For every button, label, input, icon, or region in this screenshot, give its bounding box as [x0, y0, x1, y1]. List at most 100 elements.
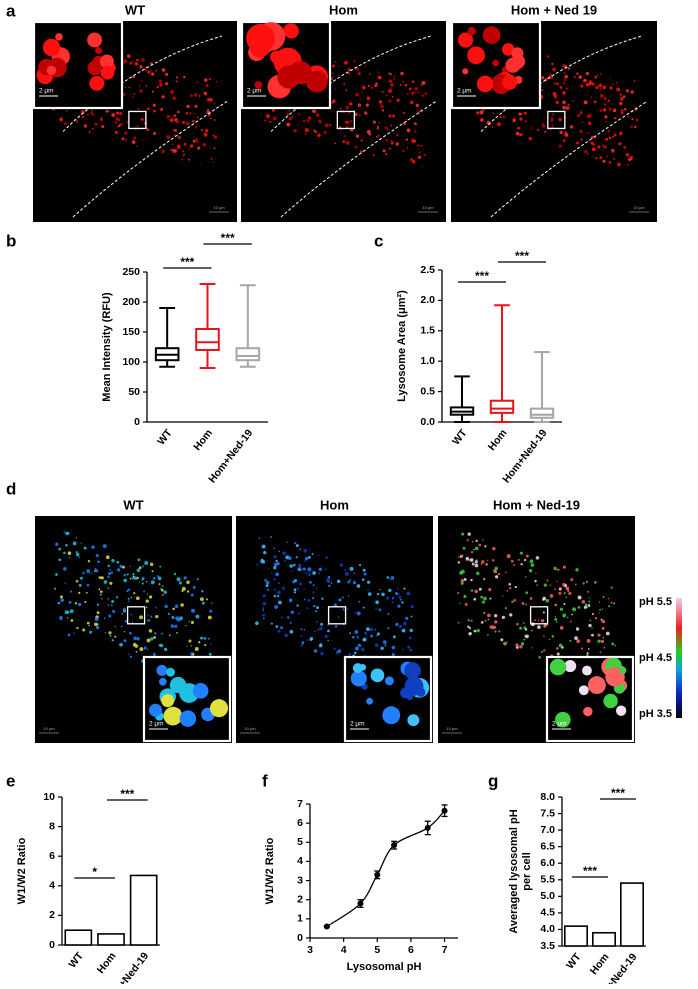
puncta	[306, 118, 310, 123]
puncta	[380, 104, 384, 109]
puncta	[599, 651, 602, 654]
puncta	[549, 584, 552, 587]
puncta	[558, 144, 562, 148]
puncta	[126, 121, 129, 124]
puncta	[614, 117, 617, 120]
puncta	[331, 72, 334, 74]
significance-label: *	[92, 865, 97, 879]
puncta	[562, 139, 566, 142]
puncta	[564, 132, 569, 137]
scale-label: 10 μm	[43, 726, 55, 731]
puncta	[463, 577, 467, 581]
inset-puncta	[55, 33, 63, 41]
puncta	[288, 556, 292, 561]
inset-puncta	[582, 665, 592, 676]
inset-puncta	[404, 662, 421, 680]
puncta	[552, 124, 554, 126]
scale-label: 10 μm	[422, 205, 434, 210]
puncta	[552, 91, 557, 96]
puncta	[167, 612, 171, 616]
puncta	[393, 78, 395, 80]
inset-puncta	[587, 676, 606, 695]
puncta	[114, 121, 117, 124]
puncta	[567, 103, 570, 106]
puncta	[152, 103, 156, 107]
puncta	[598, 601, 601, 603]
puncta	[197, 116, 199, 119]
puncta	[489, 597, 492, 600]
puncta	[374, 628, 377, 632]
puncta	[349, 112, 351, 115]
puncta	[363, 137, 365, 139]
puncta	[332, 99, 336, 103]
puncta	[66, 532, 70, 535]
puncta	[99, 593, 102, 596]
puncta	[78, 556, 80, 559]
puncta	[89, 630, 92, 634]
puncta	[587, 152, 589, 155]
puncta	[411, 80, 415, 83]
puncta	[147, 619, 150, 622]
inset-puncta	[179, 710, 197, 727]
inset-scale-label: 2 μm	[350, 721, 365, 728]
puncta	[358, 114, 361, 117]
puncta	[94, 568, 98, 571]
puncta	[473, 548, 475, 551]
puncta	[298, 563, 302, 567]
puncta	[596, 73, 599, 76]
puncta	[343, 82, 346, 85]
puncta	[608, 605, 611, 608]
puncta	[486, 563, 489, 566]
puncta	[424, 92, 428, 96]
puncta	[514, 585, 517, 589]
puncta	[366, 96, 371, 101]
puncta	[574, 583, 577, 586]
puncta	[149, 562, 154, 567]
puncta	[418, 151, 421, 154]
puncta	[515, 131, 520, 136]
roi-box	[336, 110, 356, 130]
puncta	[345, 140, 350, 145]
puncta	[562, 565, 566, 569]
puncta	[498, 630, 501, 633]
puncta	[311, 597, 315, 600]
puncta	[130, 596, 133, 599]
puncta	[209, 609, 213, 613]
puncta	[319, 626, 323, 631]
puncta	[134, 576, 138, 580]
inset-puncta	[192, 683, 209, 699]
puncta	[599, 608, 602, 611]
puncta	[262, 601, 267, 606]
puncta	[262, 594, 266, 598]
puncta	[75, 552, 80, 557]
significance-label: ***	[180, 255, 194, 269]
puncta	[198, 95, 201, 97]
puncta	[309, 581, 312, 584]
puncta	[195, 93, 198, 95]
inset-scale-label: 2 μm	[39, 88, 54, 95]
inset-puncta	[578, 685, 589, 696]
bar	[591, 931, 616, 947]
puncta	[148, 595, 153, 599]
puncta	[611, 150, 614, 153]
puncta	[541, 76, 545, 80]
puncta	[480, 621, 484, 624]
y-axis-label: W1/W2 Ratio	[264, 837, 276, 904]
bar	[129, 874, 158, 946]
puncta	[101, 124, 105, 129]
puncta	[384, 153, 388, 156]
puncta	[519, 551, 523, 555]
puncta	[78, 583, 82, 587]
puncta	[573, 75, 577, 79]
puncta	[69, 609, 74, 614]
bar	[97, 933, 125, 946]
puncta	[286, 112, 290, 116]
puncta	[124, 139, 127, 141]
puncta	[114, 625, 117, 628]
puncta	[300, 643, 304, 647]
puncta	[161, 588, 164, 592]
puncta	[506, 554, 511, 559]
puncta	[196, 81, 199, 83]
puncta	[75, 550, 78, 554]
inset-puncta	[505, 57, 521, 73]
